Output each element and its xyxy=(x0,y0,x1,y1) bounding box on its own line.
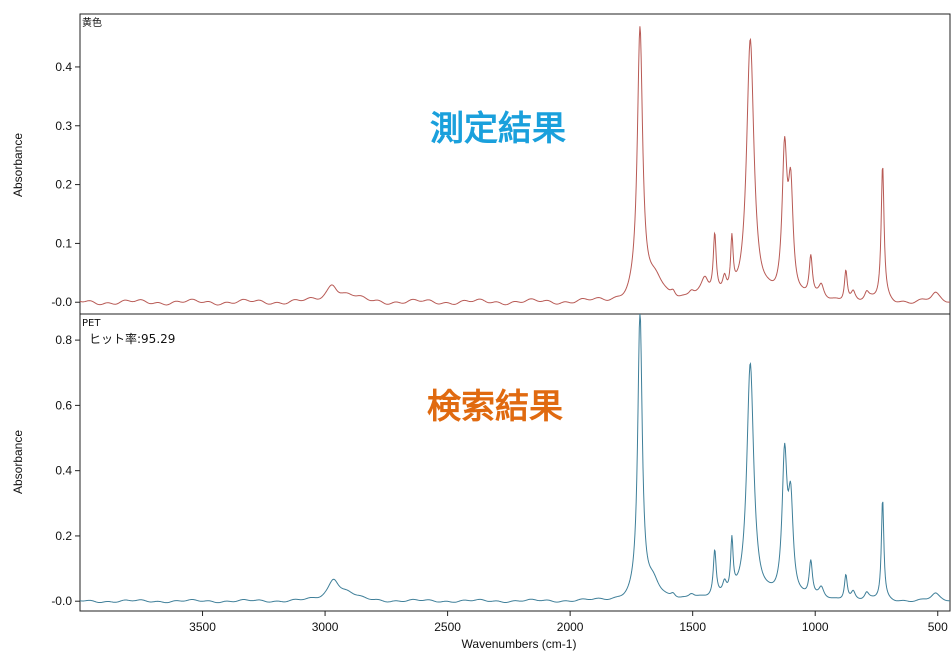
x-axis: 3500 3000 2500 2000 1500 1000 500 xyxy=(189,611,948,634)
measured-y-tick-label: 0.4 xyxy=(55,60,72,74)
measured-y-tick-label: 0.2 xyxy=(55,178,72,192)
x-tick-label: 1000 xyxy=(802,620,829,634)
measured-y-tick-label: 0.3 xyxy=(55,119,72,133)
measured-sample-label: 黄色 xyxy=(82,16,102,29)
measured-y-tick-label: -0.0 xyxy=(51,295,72,309)
library-match-label: PET xyxy=(82,318,101,329)
measured-result-title: 測定結果 xyxy=(430,109,566,149)
search-y-axis: 0.8 0.6 0.4 0.2 -0.0 xyxy=(51,333,80,608)
x-tick-label: 1500 xyxy=(679,620,706,634)
x-tick-label: 500 xyxy=(928,620,948,634)
hit-rate-label: ヒット率:95.29 xyxy=(89,331,175,346)
measured-spectrum-panel: 0.4 0.3 0.2 0.1 -0.0 Absorbance 黄色 測定結果 xyxy=(11,13,951,315)
x-tick-label: 3500 xyxy=(189,620,216,634)
measured-spectrum-line xyxy=(79,26,951,306)
search-result-title: 検索結果 xyxy=(427,387,563,427)
search-y-tick-label: 0.2 xyxy=(55,529,72,543)
measured-y-tick-label: 0.1 xyxy=(55,236,72,250)
search-y-tick-label: 0.8 xyxy=(55,333,72,347)
x-tick-label: 3000 xyxy=(312,620,339,634)
x-axis-title: Wavenumbers (cm-1) xyxy=(462,637,577,651)
measured-y-axis: 0.4 0.3 0.2 0.1 -0.0 xyxy=(51,60,80,309)
x-tick-label: 2000 xyxy=(557,620,584,634)
search-y-tick-label: 0.4 xyxy=(55,464,72,478)
measured-y-axis-title: Absorbance xyxy=(11,133,25,197)
search-y-tick-label: 0.6 xyxy=(55,398,72,412)
search-result-panel: 0.8 0.6 0.4 0.2 -0.0 3500 3000 2500 2000 1500 100… xyxy=(11,313,951,651)
search-spectrum-line xyxy=(79,313,951,604)
search-plot-frame xyxy=(79,313,951,612)
measured-plot-frame xyxy=(79,13,951,315)
x-tick-label: 2500 xyxy=(434,620,461,634)
search-y-axis-title: Absorbance xyxy=(11,430,25,494)
search-y-tick-label: -0.0 xyxy=(51,594,72,608)
